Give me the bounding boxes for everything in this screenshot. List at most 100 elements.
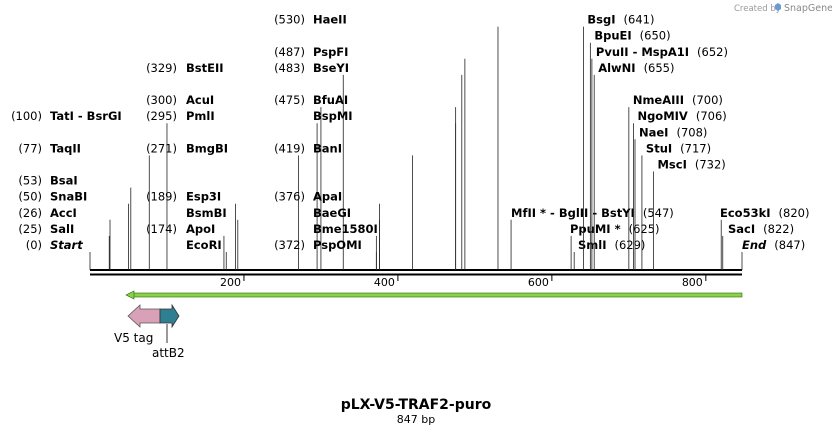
site-esp3i[interactable]: Esp3I (189) xyxy=(146,190,236,270)
site-label: PvuII - MspA1I (652) xyxy=(596,45,728,59)
site-number: (376) xyxy=(274,190,305,204)
site-label: NgoMIV (706) xyxy=(637,109,726,123)
site-bani[interactable]: BanI (419) xyxy=(274,141,413,270)
site-label: NmeAIII (700) xyxy=(633,93,723,107)
v5-tag-arrow xyxy=(127,304,161,328)
site-label: MfII * - BglII - BstYI (547) xyxy=(511,206,674,220)
tick-label: 400 xyxy=(374,276,395,289)
map-length: 847 bp xyxy=(397,413,435,426)
tick-label: 600 xyxy=(528,276,549,289)
site-nmeaiii[interactable]: NmeAIII (700) xyxy=(628,93,723,270)
site-bsai[interactable]: BsaI (53) xyxy=(18,174,132,270)
site-bfuai[interactable]: BfuAI (475) xyxy=(274,93,457,270)
restriction-sites: Start (0) SalI (25) AccI (26) SnaBI (50) BsaI (53… xyxy=(11,13,809,270)
site-number: (100) xyxy=(11,109,42,123)
site-label: BspMI xyxy=(313,109,353,123)
site-sali[interactable]: SalI (25) xyxy=(18,222,110,270)
site-apoi[interactable]: ApoI (174) xyxy=(146,222,225,270)
site-haeii[interactable]: HaeII (530) xyxy=(274,13,499,270)
site-label: HaeII xyxy=(313,13,347,27)
attb2-arrow xyxy=(159,303,180,329)
orf-arrow xyxy=(125,290,743,300)
orf-arrowhead xyxy=(125,290,135,300)
site-label: Start xyxy=(50,238,83,252)
feature-label: V5 tag xyxy=(114,331,153,345)
site-label: BaeGI xyxy=(313,206,351,220)
site-number: (483) xyxy=(274,61,305,75)
site-number: (295) xyxy=(146,109,177,123)
site-label: BanI xyxy=(313,141,342,155)
feature-v5-tag[interactable]: V5 tag xyxy=(114,304,161,345)
site-bsmbi[interactable]: BsmBI xyxy=(186,206,239,270)
site-label: AccI xyxy=(50,206,77,220)
site-number: (419) xyxy=(274,141,305,155)
site-label: AlwNI (655) xyxy=(598,61,674,75)
site-pspfi[interactable]: PspFI (487) xyxy=(274,45,466,270)
site-label: BsaI xyxy=(50,174,78,188)
site-label: PspFI xyxy=(313,45,348,59)
tick-label: 800 xyxy=(682,276,703,289)
site-label: Esp3I xyxy=(186,190,221,204)
site-label: Bme1580I xyxy=(313,222,378,236)
site-number: (372) xyxy=(274,238,305,252)
site-naei[interactable]: NaeI (708) xyxy=(634,125,707,270)
site-bsgi[interactable]: BsgI (641) xyxy=(583,13,654,270)
site-tati[interactable]: TatI - BsrGI (100) xyxy=(11,109,168,270)
site-start[interactable]: Start (0) xyxy=(26,238,91,270)
site-pvuii[interactable]: PvuII - MspA1I (652) xyxy=(591,45,728,270)
site-ppumi[interactable]: PpuMI * (625) xyxy=(570,222,660,270)
site-label: SalI xyxy=(50,222,74,236)
site-bsteii[interactable]: BstEII (329) xyxy=(146,61,344,270)
site-label: BpuEI (650) xyxy=(594,29,670,43)
site-number: (26) xyxy=(18,206,42,220)
site-label: SnaBI xyxy=(50,190,87,204)
site-bmgbi[interactable]: BmgBI (271) xyxy=(146,141,300,270)
orf-bar[interactable] xyxy=(131,292,743,298)
credit-brand: SnapGene xyxy=(784,3,832,14)
site-label: ApaI xyxy=(313,190,342,204)
site-stui[interactable]: StuI (717) xyxy=(641,141,711,270)
credit-prefix: Created by xyxy=(734,4,781,14)
site-label: EcoRI xyxy=(186,238,222,252)
site-ngomiv[interactable]: NgoMIV (706) xyxy=(633,109,727,270)
site-label: PmlI xyxy=(186,109,215,123)
site-msci[interactable]: MscI (732) xyxy=(653,158,726,271)
site-eco53ki[interactable]: Eco53kI (820) xyxy=(720,206,809,270)
feature-label: attB2 xyxy=(152,346,185,360)
site-pmli[interactable]: PmlI (295) xyxy=(146,109,318,270)
site-apai[interactable]: ApaI (376) xyxy=(274,190,380,270)
site-label: Eco53kI (820) xyxy=(720,206,809,220)
feature-attb2[interactable]: attB2 xyxy=(152,303,185,360)
site-acci[interactable]: AccI (26) xyxy=(18,206,111,270)
site-label: End (847) xyxy=(742,238,805,252)
site-saci[interactable]: SacI (822) xyxy=(722,222,794,270)
site-number: (0) xyxy=(26,238,42,252)
site-number: (271) xyxy=(146,141,177,155)
site-snabi[interactable]: SnaBI (50) xyxy=(18,190,129,270)
site-pspomi[interactable]: PspOMI (372) xyxy=(274,238,377,270)
site-bme1580i[interactable]: Bme1580I xyxy=(313,222,378,270)
site-ecori[interactable]: EcoRI xyxy=(186,238,227,270)
ruler-ticks: 200 400 600 800 xyxy=(220,275,707,289)
site-number: (77) xyxy=(18,141,42,155)
site-number: (174) xyxy=(146,222,177,236)
site-label: BsgI (641) xyxy=(587,13,654,27)
site-label: SacI (822) xyxy=(728,222,794,236)
site-label: TaqII xyxy=(50,141,81,155)
site-alwni[interactable]: AlwNI (655) xyxy=(593,61,675,270)
site-label: BmgBI xyxy=(186,141,228,155)
site-number: (329) xyxy=(146,61,177,75)
site-number: (50) xyxy=(18,190,42,204)
tick-label: 200 xyxy=(220,276,241,289)
site-bpuei[interactable]: BpuEI (650) xyxy=(589,29,671,270)
site-taqii[interactable]: TaqII (77) xyxy=(18,141,150,270)
site-number: (300) xyxy=(146,93,177,107)
site-label: MscI (732) xyxy=(657,158,725,172)
site-end[interactable]: End (847) xyxy=(741,238,805,270)
map-title: pLX-V5-TRAF2-puro xyxy=(341,397,492,413)
site-acui[interactable]: AcuI (300) xyxy=(146,93,322,270)
site-label: NaeI (708) xyxy=(639,125,707,139)
site-bseyi[interactable]: BseYI (483) xyxy=(274,61,463,270)
